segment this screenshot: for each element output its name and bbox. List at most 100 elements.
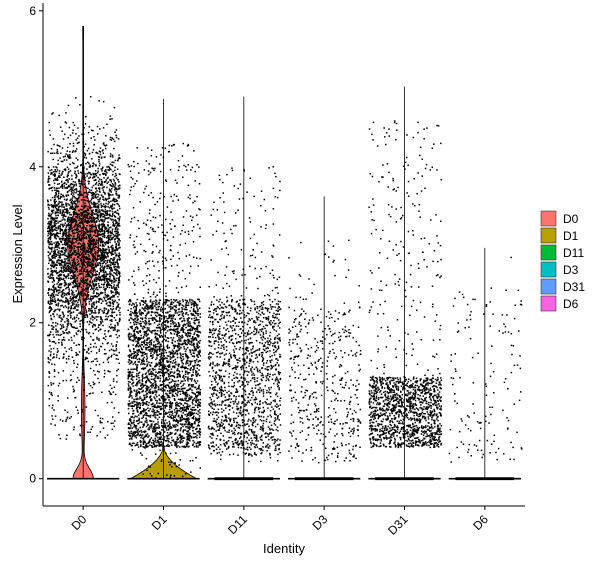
data-point bbox=[187, 377, 189, 379]
data-point bbox=[149, 209, 151, 211]
data-point bbox=[65, 222, 67, 224]
data-point bbox=[106, 215, 108, 217]
data-point bbox=[94, 173, 96, 175]
data-point bbox=[164, 368, 166, 370]
data-point bbox=[101, 253, 103, 255]
data-point bbox=[99, 272, 101, 274]
data-point bbox=[70, 135, 72, 137]
data-point bbox=[171, 318, 173, 320]
data-point bbox=[72, 273, 74, 275]
data-point bbox=[58, 145, 60, 147]
data-point bbox=[48, 204, 50, 206]
data-point bbox=[62, 324, 64, 326]
data-point bbox=[111, 321, 113, 323]
data-point bbox=[69, 151, 71, 153]
data-point bbox=[173, 236, 175, 238]
data-point bbox=[66, 265, 68, 267]
data-point bbox=[71, 305, 73, 307]
data-point bbox=[152, 197, 154, 199]
data-point bbox=[190, 352, 192, 354]
data-point bbox=[55, 329, 57, 331]
data-point bbox=[180, 347, 182, 349]
data-point bbox=[112, 174, 114, 176]
data-point bbox=[119, 258, 121, 260]
data-point bbox=[60, 211, 62, 213]
data-point bbox=[162, 232, 164, 234]
data-point bbox=[71, 255, 73, 257]
data-point bbox=[55, 192, 57, 194]
data-point bbox=[73, 283, 75, 285]
data-point bbox=[191, 344, 193, 346]
data-point bbox=[76, 191, 78, 193]
data-point bbox=[81, 280, 83, 282]
data-point bbox=[119, 274, 121, 276]
data-point bbox=[95, 225, 97, 227]
data-point bbox=[75, 296, 77, 298]
data-point bbox=[70, 183, 72, 185]
data-point bbox=[112, 295, 114, 297]
data-point bbox=[79, 186, 81, 188]
data-point bbox=[64, 262, 66, 264]
data-point bbox=[116, 225, 118, 227]
data-point bbox=[106, 166, 108, 168]
data-point bbox=[93, 370, 95, 372]
data-point bbox=[159, 327, 161, 329]
data-point bbox=[61, 251, 63, 253]
data-point bbox=[183, 216, 185, 218]
data-point bbox=[86, 230, 88, 232]
data-point bbox=[128, 345, 129, 347]
data-point bbox=[57, 304, 59, 306]
data-point bbox=[148, 402, 150, 404]
data-point bbox=[100, 255, 102, 257]
data-point bbox=[130, 234, 132, 236]
data-point bbox=[194, 332, 196, 334]
data-point bbox=[155, 414, 157, 416]
data-point bbox=[86, 406, 88, 408]
data-point bbox=[57, 222, 59, 224]
data-point bbox=[113, 272, 115, 274]
data-point bbox=[55, 213, 57, 215]
data-point bbox=[61, 229, 63, 231]
data-point bbox=[66, 242, 68, 244]
data-point bbox=[188, 372, 190, 374]
data-point bbox=[68, 229, 70, 231]
data-point bbox=[93, 202, 95, 204]
data-point bbox=[66, 237, 68, 239]
data-point bbox=[58, 187, 60, 189]
data-point bbox=[69, 290, 71, 292]
data-point bbox=[147, 261, 149, 263]
data-point bbox=[112, 269, 114, 271]
data-point bbox=[103, 297, 105, 299]
data-point bbox=[70, 157, 72, 159]
data-point bbox=[59, 173, 61, 175]
data-point bbox=[69, 204, 71, 206]
data-point bbox=[110, 201, 112, 203]
data-point bbox=[73, 212, 75, 214]
data-point bbox=[140, 444, 142, 446]
data-point bbox=[99, 279, 101, 281]
data-point bbox=[171, 145, 173, 147]
data-point bbox=[111, 161, 113, 163]
data-point bbox=[149, 274, 151, 276]
data-point bbox=[56, 277, 58, 279]
data-point bbox=[109, 287, 111, 289]
data-point bbox=[60, 287, 62, 289]
data-point bbox=[109, 251, 111, 253]
data-point bbox=[116, 287, 118, 289]
data-point bbox=[107, 254, 109, 256]
data-point bbox=[194, 381, 196, 383]
data-point bbox=[76, 320, 78, 322]
data-point bbox=[108, 299, 110, 301]
data-point bbox=[56, 212, 58, 214]
data-point bbox=[112, 228, 114, 230]
data-point bbox=[102, 236, 104, 238]
data-point bbox=[89, 432, 91, 434]
data-point bbox=[53, 144, 55, 146]
data-point bbox=[139, 361, 141, 363]
data-point bbox=[101, 346, 103, 348]
data-point bbox=[99, 277, 101, 279]
data-point bbox=[155, 296, 157, 298]
data-point bbox=[84, 187, 86, 189]
data-point bbox=[153, 301, 155, 303]
data-point bbox=[71, 231, 73, 233]
